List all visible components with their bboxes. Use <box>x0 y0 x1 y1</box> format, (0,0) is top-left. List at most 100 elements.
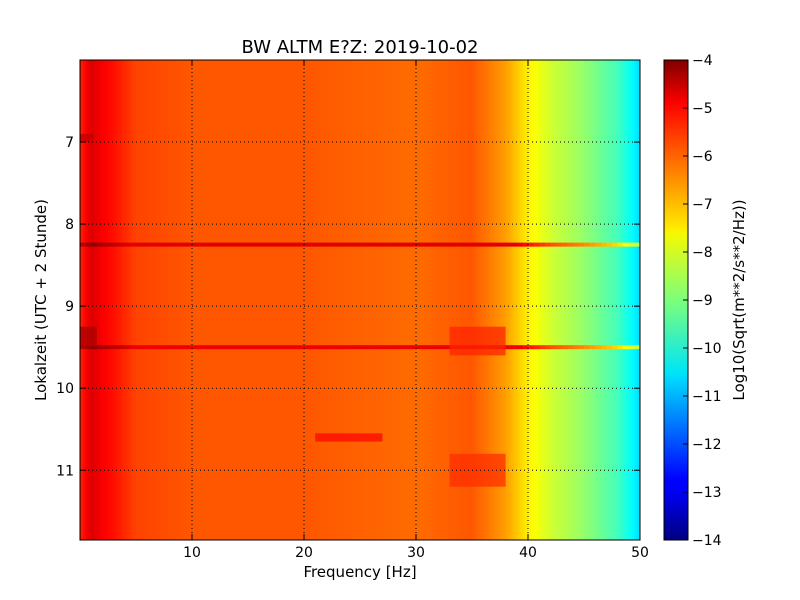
spectral-line-segment <box>320 242 327 247</box>
spectral-line-segment <box>388 242 395 247</box>
spectral-line-segment <box>287 345 294 350</box>
spectrogram-column <box>113 60 117 540</box>
spectral-line-segment <box>281 242 288 247</box>
spectrogram-column <box>192 60 196 540</box>
spectrogram-column <box>225 60 229 540</box>
spectral-line-segment <box>292 242 299 247</box>
spectral-line-segment <box>276 345 283 350</box>
spectral-line-segment <box>628 345 635 350</box>
spectral-line-segment <box>309 345 316 350</box>
spectral-line-segment <box>533 242 540 247</box>
spectrogram-column <box>337 60 341 540</box>
spectral-line-segment <box>449 242 456 247</box>
spectral-line-segment <box>315 242 322 247</box>
spectrogram-column <box>320 60 325 540</box>
spectral-line-segment <box>186 242 193 247</box>
spectrogram-column <box>418 60 423 540</box>
spectrogram-column <box>606 60 610 540</box>
spectrogram-column <box>102 60 106 540</box>
spectrogram-column <box>368 60 372 540</box>
spectrogram-column <box>402 60 406 540</box>
x-tick-label: 10 <box>183 545 201 561</box>
spectral-line-segment <box>427 345 434 350</box>
spectrogram-column <box>309 60 313 540</box>
spectrogram-column <box>105 60 109 540</box>
spectrogram-column <box>329 60 333 540</box>
spectrogram-column <box>553 60 557 540</box>
spectral-line-segment <box>606 242 613 247</box>
spectral-line-segment <box>466 242 473 247</box>
spectral-line-segment <box>136 345 143 350</box>
spectral-line-segment <box>175 242 182 247</box>
spectrogram-column <box>108 60 112 540</box>
spectrogram-column <box>617 60 621 540</box>
spectral-line-segment <box>528 345 535 350</box>
spectrogram-column <box>136 60 140 540</box>
spectral-line-segment <box>376 242 383 247</box>
spectral-line-segment <box>589 242 596 247</box>
spectral-line-segment <box>108 242 115 247</box>
spectral-line-segment <box>561 345 568 350</box>
spectral-line-segment <box>427 242 434 247</box>
spectral-line-segment <box>354 345 361 350</box>
spectrogram-column <box>533 60 537 540</box>
spectrogram-column <box>486 60 490 540</box>
spectrogram-column <box>242 60 246 540</box>
spectral-line-segment <box>533 345 540 350</box>
spectral-line-segment <box>320 345 327 350</box>
plot-frame <box>79 59 641 541</box>
spectral-line-segment <box>259 242 266 247</box>
y-axis-label: Lokalzeit (UTC + 2 Stunde) <box>32 199 50 401</box>
spectrogram-column <box>472 60 476 540</box>
spectrogram-column <box>161 60 165 540</box>
spectrogram-column <box>438 60 442 540</box>
spectrogram-column <box>416 60 420 540</box>
spectrogram-column <box>637 60 640 540</box>
spectrogram-column <box>82 60 87 540</box>
x-tick-label: 50 <box>631 545 649 561</box>
spectrogram-column <box>166 60 171 540</box>
spectrogram-column <box>147 60 151 540</box>
y-tick-label: 7 <box>65 135 74 151</box>
spectral-line-segment <box>494 242 501 247</box>
spectrogram-column <box>589 60 593 540</box>
spectrogram-column <box>348 60 353 540</box>
spectrogram-column <box>567 60 571 540</box>
spectral-feature <box>449 453 506 487</box>
spectral-line-segment <box>304 345 311 350</box>
spectral-line-segment <box>584 345 591 350</box>
spectral-line-segment <box>186 345 193 350</box>
spectrogram-column <box>474 60 479 540</box>
spectrogram-column <box>623 60 627 540</box>
spectrogram-column <box>85 60 89 540</box>
spectral-line-segment <box>124 242 131 247</box>
spectral-line-segment <box>371 242 378 247</box>
colorbar-tick-label: −10 <box>692 341 722 357</box>
spectral-line-segment <box>315 345 322 350</box>
spectral-line-segment <box>438 345 445 350</box>
spectrogram-column <box>116 60 120 540</box>
spectrogram-column <box>354 60 358 540</box>
chart-title: BW ALTM E?Z: 2019-10-02 <box>242 37 479 58</box>
spectral-line-segment <box>169 242 176 247</box>
spectral-line-segment <box>164 345 171 350</box>
spectrogram-column <box>458 60 462 540</box>
spectrogram-column <box>558 60 563 540</box>
spectrogram-column <box>264 60 269 540</box>
spectral-line-segment <box>393 242 400 247</box>
spectral-line-segment <box>382 242 389 247</box>
spectrogram-column <box>469 60 473 540</box>
spectral-line-segment <box>119 242 126 247</box>
spectrogram-column <box>292 60 297 540</box>
spectral-line-segment <box>259 345 266 350</box>
y-tick-label: 9 <box>65 299 74 315</box>
spectral-line-segment <box>276 242 283 247</box>
spectral-line-segment <box>175 345 182 350</box>
spectrogram-column <box>164 60 168 540</box>
spectrogram-column <box>570 60 574 540</box>
spectrogram-column <box>276 60 280 540</box>
spectrogram-column <box>169 60 173 540</box>
spectrogram-column <box>444 60 448 540</box>
spectrogram-column <box>578 60 582 540</box>
spectral-line-segment <box>208 345 215 350</box>
